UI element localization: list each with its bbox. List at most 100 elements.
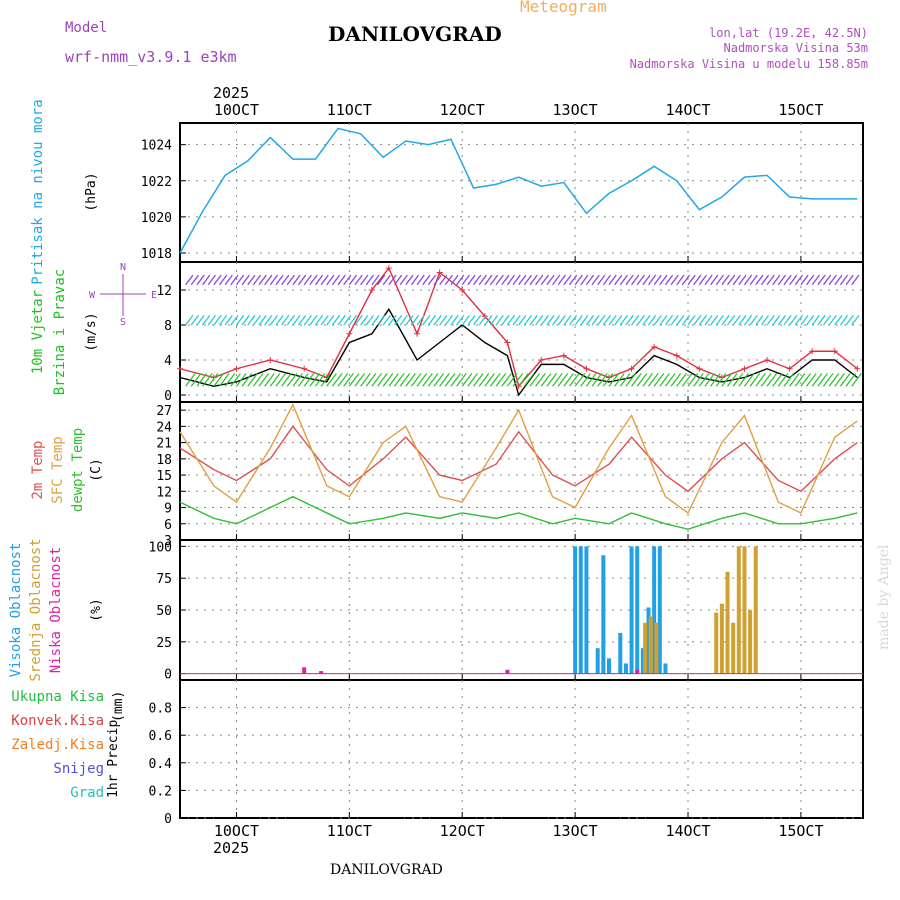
wind-ytick-label: 4 [164, 354, 172, 369]
wind-barb [230, 274, 239, 286]
xtick-label-top: 13OCT [553, 101, 598, 119]
footer-station: DANILOVGRAD [330, 862, 443, 878]
wind-barb [546, 274, 555, 286]
wind-barb [235, 373, 247, 387]
wind-barb [552, 315, 561, 326]
wind-barb [845, 373, 857, 387]
wind-barb [715, 274, 724, 286]
wind-barb [331, 315, 341, 326]
wind-barb [461, 274, 470, 286]
wind-barb [450, 373, 462, 387]
wind-barb [828, 315, 837, 326]
wind-barb [348, 315, 358, 326]
gust-marker [696, 365, 703, 372]
wind-barb [704, 315, 713, 326]
wind-barb [721, 315, 730, 326]
wind-barb [303, 274, 312, 286]
wind-barb [828, 373, 840, 387]
wind-barb [185, 274, 194, 286]
wind-barb [653, 315, 662, 326]
wind-barb [552, 274, 561, 286]
wind-barb [518, 373, 529, 387]
wind-barb [648, 373, 659, 387]
wind-barb [219, 274, 228, 286]
temp-legend: dewpt Temp [70, 428, 86, 512]
wind-barb [698, 315, 707, 326]
wind-barb [427, 373, 439, 387]
wind-barb [766, 315, 775, 326]
wind-barb [377, 315, 386, 326]
wind-barb [506, 274, 516, 286]
wind-barb [625, 315, 634, 326]
wind-barb [326, 274, 335, 286]
cloud-bar [319, 671, 324, 674]
wind-barb [749, 373, 761, 387]
wind-barb [687, 373, 699, 387]
wind-barb [518, 274, 527, 286]
wind-barb [574, 315, 583, 326]
wind-barb [467, 315, 476, 326]
wind-barb [478, 274, 487, 286]
wind-barb [738, 315, 747, 326]
wind-barb [794, 315, 803, 326]
wind-barb [636, 373, 648, 387]
wind-barb [580, 373, 591, 387]
wind-barb [422, 274, 431, 286]
cloud-bar [657, 546, 662, 674]
pressure-line [179, 127, 858, 254]
xtick-label-top: 11OCT [327, 101, 372, 119]
wind-barb [681, 315, 691, 326]
gust-marker [504, 339, 511, 346]
wind-barb [461, 315, 470, 326]
wind-barb [789, 373, 800, 387]
cloud-legend: Niska Oblacnost [48, 547, 64, 673]
wind-barb [495, 315, 504, 326]
wind-barb [416, 274, 425, 286]
wind-barb [365, 373, 377, 387]
wind-barb [823, 315, 832, 326]
gust-marker [177, 365, 183, 372]
wind-barb [631, 315, 640, 326]
wind-barb [834, 315, 843, 326]
compass-east: E [151, 290, 157, 301]
wind-barb [444, 274, 453, 286]
wind-barb [625, 373, 637, 387]
year-top: 2025 [213, 84, 250, 102]
wind-barb [456, 315, 465, 326]
cloud-bar [748, 610, 753, 674]
precip-ytick-label: 0.4 [149, 757, 173, 772]
wind-barb [653, 274, 662, 286]
wind-barb [478, 373, 490, 387]
gust-marker [368, 287, 375, 293]
wind-barb [506, 315, 516, 326]
wind-barb [710, 373, 721, 387]
cloud-ytick-label: 0 [164, 668, 172, 683]
wind-barb [806, 373, 817, 387]
wind-barb [704, 274, 713, 286]
wind-barb [258, 274, 267, 286]
pressure-title: Pritisak na nivou mora [30, 99, 46, 284]
wind-barb [219, 373, 230, 387]
wind-barb [286, 274, 295, 286]
gust-marker [764, 357, 771, 363]
wind-barb [196, 315, 205, 326]
pressure-frame [179, 122, 864, 263]
cloud-bar [606, 658, 611, 674]
precip-ytick-label: 0.6 [149, 729, 172, 744]
pressure-ytick-label: 1024 [141, 139, 172, 154]
wind-barb [732, 373, 744, 387]
wind-barb [501, 274, 510, 286]
wind-barb [546, 373, 557, 387]
gust-marker [854, 365, 861, 372]
wind-barb [557, 274, 566, 286]
wind-barb [580, 315, 589, 326]
wind-barb [269, 315, 278, 326]
wind-barb [484, 315, 493, 326]
cloud-legend: Srednja Oblacnost [28, 538, 44, 681]
wind-barb [331, 274, 341, 286]
wind-barb [552, 373, 563, 387]
wind-barb [766, 274, 775, 286]
wind-barb [557, 373, 569, 387]
cloud-bar [753, 546, 758, 674]
wind-legend-1: 10m Vjetar [30, 290, 46, 374]
